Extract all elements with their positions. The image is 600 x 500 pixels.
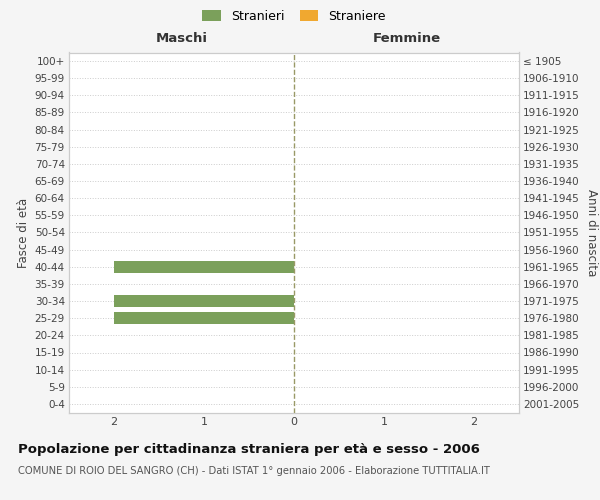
Text: Popolazione per cittadinanza straniera per età e sesso - 2006: Popolazione per cittadinanza straniera p…: [18, 442, 480, 456]
Text: COMUNE DI ROIO DEL SANGRO (CH) - Dati ISTAT 1° gennaio 2006 - Elaborazione TUTTI: COMUNE DI ROIO DEL SANGRO (CH) - Dati IS…: [18, 466, 490, 476]
Bar: [114, 260, 294, 273]
Text: Femmine: Femmine: [373, 32, 440, 46]
Y-axis label: Fasce di età: Fasce di età: [17, 198, 31, 268]
Bar: [114, 295, 294, 307]
Bar: [114, 312, 294, 324]
Legend: Stranieri, Straniere: Stranieri, Straniere: [199, 6, 389, 26]
Y-axis label: Anni di nascita: Anni di nascita: [586, 189, 598, 276]
Text: Maschi: Maschi: [155, 32, 208, 46]
